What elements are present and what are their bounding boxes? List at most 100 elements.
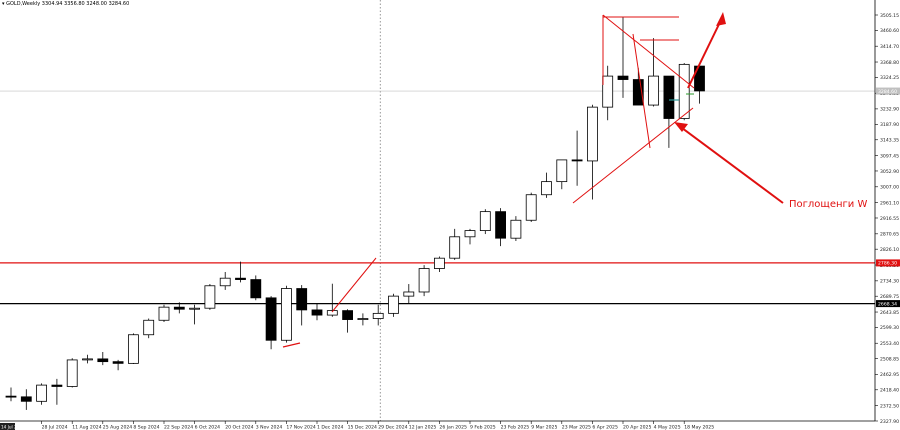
price-tick-label-11: 3007.00 — [880, 185, 899, 191]
candle-body-20 — [311, 309, 323, 316]
time-tick-label-17: 23 Mar 2025 — [562, 425, 591, 430]
candle-body-22 — [342, 310, 354, 320]
red-arrow-up-head — [716, 12, 726, 26]
candle-body-12 — [189, 307, 201, 310]
candle-body-29 — [449, 236, 461, 259]
candle-body-25 — [388, 295, 399, 314]
price-tick-label-21: 2553.40 — [880, 341, 899, 347]
candle-body-30 — [464, 230, 476, 238]
candle-body-16 — [250, 279, 262, 299]
time-tick-label-4: 22 Sep 2024 — [164, 425, 193, 430]
time-tick-label-10: 15 Dec 2024 — [348, 425, 377, 430]
candle-body-44 — [678, 63, 690, 119]
price-tick-label-4: 3324.25 — [880, 75, 899, 81]
price-tick-label-3: 3368.80 — [880, 60, 899, 66]
candle-body-21 — [326, 310, 338, 316]
candle-body-40 — [617, 75, 629, 80]
candle-body-2 — [36, 384, 47, 402]
time-axis-left-label: 14 Jul 2024 — [1, 425, 25, 430]
price-tick-label-19: 2643.85 — [880, 310, 899, 316]
level-label-1: 2668.34 — [878, 301, 897, 307]
candle-body-38 — [587, 106, 598, 162]
price-tick-label-12: 2961.10 — [880, 200, 899, 206]
red-arrow-up — [687, 15, 724, 89]
price-axis-ticks: 3505.153460.603414.703368.803324.253278.… — [875, 13, 899, 425]
price-tick-label-14: 2870.65 — [880, 232, 899, 238]
time-tick-label-6: 20 Oct 2024 — [225, 425, 253, 430]
candle-body-23 — [357, 318, 369, 320]
candle-body-35 — [541, 181, 552, 196]
annotation-drawings — [282, 12, 784, 348]
time-tick-label-5: 6 Oct 2024 — [195, 425, 221, 430]
price-level-labels: 2786.30 2668.34 3284.60 — [876, 87, 900, 308]
red-arrow-pointer-head — [674, 122, 688, 132]
price-tick-label-20: 2599.30 — [880, 325, 899, 331]
red-diagonal-breakout — [331, 257, 377, 313]
level-label-bg-1 — [876, 300, 900, 308]
candle-body-11 — [173, 306, 185, 310]
price-tick-label-2: 3414.70 — [880, 44, 899, 50]
price-tick-label-13: 2916.55 — [880, 216, 899, 222]
price-tick-label-8: 3143.35 — [880, 138, 899, 144]
level-label-bg-2 — [876, 87, 900, 95]
level-label-2: 3284.60 — [878, 89, 897, 95]
time-tick-label-19: 20 Apr 2025 — [623, 425, 651, 430]
time-tick-label-18: 6 Apr 2025 — [592, 425, 618, 430]
candle-body-15 — [235, 277, 246, 280]
time-tick-label-2: 25 Aug 2024 — [103, 425, 133, 430]
candle-body-36 — [556, 159, 568, 183]
price-tick-label-10: 3052.90 — [880, 169, 899, 175]
price-tick-label-9: 3097.45 — [880, 153, 899, 159]
time-axis-ticks: 14 Jul 2024 28 Jul 2024 11 Aug 2024 25 Aug … — [0, 421, 714, 430]
price-tick-label-22: 2508.85 — [880, 356, 899, 362]
candle-body-43 — [663, 75, 675, 119]
price-tick-label-7: 3187.90 — [880, 122, 899, 128]
candle-body-31 — [479, 211, 491, 231]
candle-body-13 — [204, 285, 216, 309]
level-label-bg-0 — [876, 259, 900, 267]
price-tick-label-17: 2734.30 — [880, 279, 899, 285]
chart-symbol-header: ▾ GOLD,Weekly 3304.94 3356.80 3248.00 32… — [2, 1, 129, 7]
price-tick-label-1: 3460.60 — [880, 28, 899, 34]
candle-body-26 — [403, 291, 415, 297]
candle-body-9 — [143, 319, 155, 336]
price-tick-label-0: 3505.15 — [880, 13, 899, 19]
candle-body-4 — [66, 359, 78, 387]
time-axis-left-badge — [0, 423, 15, 430]
time-tick-label-8: 17 Nov 2024 — [286, 425, 315, 430]
annotation-label: Поглощенги W — [789, 199, 867, 210]
candle-body-34 — [525, 194, 537, 221]
candle-body-27 — [418, 268, 430, 293]
candle-body-0 — [5, 395, 17, 398]
time-tick-label-13: 26 Jan 2025 — [439, 425, 467, 430]
price-tick-label-18: 2689.75 — [880, 294, 899, 300]
red-triangle-lower — [572, 107, 694, 204]
candlesticks — [5, 16, 705, 410]
price-tick-label-25: 2372.50 — [880, 403, 899, 409]
price-tick-label-15: 2826.10 — [880, 247, 899, 253]
time-tick-label-11: 29 Dec 2024 — [378, 425, 407, 430]
time-tick-label-14: 9 Feb 2025 — [470, 425, 496, 430]
candle-body-32 — [495, 211, 507, 239]
candle-body-8 — [127, 334, 139, 364]
candle-body-5 — [82, 358, 93, 361]
time-tick-label-3: 8 Sep 2024 — [133, 425, 159, 430]
candle-body-1 — [20, 396, 32, 402]
red-triangle-upper — [602, 14, 695, 89]
candle-body-37 — [571, 159, 583, 162]
red-stroke-small — [282, 342, 301, 348]
horizontal-levels — [0, 90, 875, 305]
price-tick-label-6: 3232.90 — [880, 107, 899, 113]
candle-body-18 — [280, 288, 292, 341]
candle-body-14 — [219, 277, 231, 287]
candle-body-42 — [648, 75, 659, 106]
time-tick-label-9: 1 Dec 2024 — [317, 425, 344, 430]
level-label-0: 2786.30 — [878, 261, 897, 267]
price-tick-label-24: 2418.40 — [880, 388, 899, 394]
candle-body-28 — [433, 257, 445, 269]
red-triangle-wedge — [632, 33, 651, 149]
time-tick-label-1: 11 Aug 2024 — [72, 425, 102, 430]
candle-body-33 — [510, 219, 522, 239]
candle-body-6 — [97, 358, 109, 363]
